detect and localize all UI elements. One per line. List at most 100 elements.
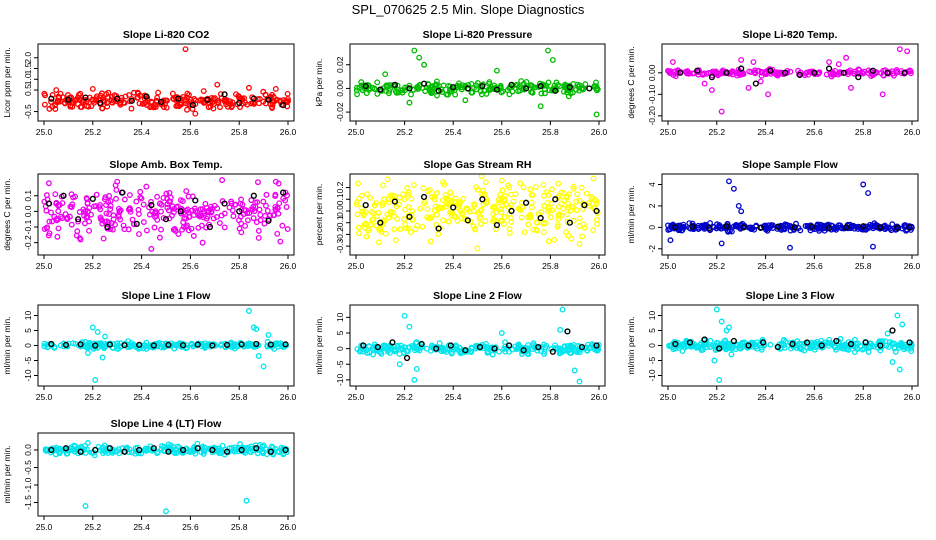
outlier-point bbox=[411, 47, 418, 54]
data-point bbox=[103, 210, 110, 217]
x-tick-label: 25.8 bbox=[231, 522, 248, 532]
data-point bbox=[588, 193, 595, 200]
data-point bbox=[400, 191, 407, 198]
average-points bbox=[360, 328, 600, 362]
data-point bbox=[463, 205, 470, 212]
data-point bbox=[184, 90, 191, 97]
data-point bbox=[867, 343, 874, 350]
data-point bbox=[802, 70, 809, 77]
data-point bbox=[375, 239, 382, 246]
data-point bbox=[140, 201, 147, 208]
data-point bbox=[477, 220, 484, 227]
outlier-point bbox=[559, 306, 566, 313]
data-point bbox=[244, 217, 251, 224]
average-point bbox=[60, 192, 67, 199]
outlier-point bbox=[718, 240, 725, 247]
average-point bbox=[192, 197, 199, 204]
average-point bbox=[45, 200, 52, 207]
x-tick-label: 25.2 bbox=[85, 522, 102, 532]
y-axis-label: percent per min. bbox=[314, 184, 324, 245]
average-point bbox=[450, 84, 457, 91]
data-point bbox=[482, 218, 489, 225]
data-point bbox=[43, 207, 50, 214]
data-point bbox=[593, 216, 600, 223]
data-point bbox=[416, 347, 423, 354]
data-point bbox=[54, 99, 61, 106]
outlier-point bbox=[728, 351, 735, 358]
data-point bbox=[353, 87, 360, 94]
y-axis-label: degrees C per min. bbox=[2, 178, 12, 250]
data-point bbox=[417, 205, 424, 212]
data-point bbox=[506, 91, 513, 98]
data-point bbox=[546, 207, 553, 214]
average-point bbox=[752, 80, 759, 87]
data-point bbox=[468, 80, 475, 87]
y-tick-label: -0.20 bbox=[647, 106, 657, 126]
data-point bbox=[107, 198, 114, 205]
data-point bbox=[754, 339, 760, 346]
data-point bbox=[216, 220, 223, 227]
data-point bbox=[561, 343, 568, 350]
data-point bbox=[163, 104, 170, 111]
average-point bbox=[77, 448, 84, 455]
panel-2: Slope Li-820 Pressure kPa per min. 25.0 25.… bbox=[314, 29, 608, 137]
data-point bbox=[135, 206, 142, 213]
data-point bbox=[201, 99, 207, 106]
average-point bbox=[209, 342, 216, 349]
average-point bbox=[774, 343, 781, 351]
data-point bbox=[781, 344, 788, 351]
data-point bbox=[215, 97, 222, 104]
average-point bbox=[238, 341, 245, 348]
data-point bbox=[473, 184, 480, 191]
data-point bbox=[499, 187, 506, 194]
data-point bbox=[573, 207, 580, 214]
x-tick-label: 25.0 bbox=[660, 261, 677, 271]
average-point bbox=[552, 87, 559, 94]
outlier-point bbox=[53, 87, 60, 93]
data-point bbox=[565, 93, 572, 100]
data-point bbox=[126, 192, 133, 198]
average-point bbox=[889, 327, 896, 334]
data-point bbox=[520, 184, 527, 191]
data-point bbox=[427, 215, 434, 222]
average-point bbox=[537, 214, 544, 222]
outlier-point bbox=[498, 177, 505, 184]
data-point bbox=[560, 197, 567, 204]
data-point bbox=[185, 227, 192, 234]
panel-title: Slope Line 1 Flow bbox=[122, 290, 212, 302]
data-point bbox=[835, 71, 842, 78]
data-point bbox=[55, 225, 62, 232]
outlier-point bbox=[738, 208, 745, 215]
data-point bbox=[200, 88, 207, 94]
average-point bbox=[65, 96, 72, 103]
average-point bbox=[825, 65, 833, 72]
data-point bbox=[734, 341, 741, 348]
data-point bbox=[157, 200, 164, 207]
average-point bbox=[406, 213, 413, 220]
data-point bbox=[189, 106, 196, 112]
outlier-point bbox=[669, 59, 676, 66]
outlier-point bbox=[255, 234, 262, 241]
x-tick-label: 25.0 bbox=[36, 522, 53, 532]
data-point bbox=[404, 185, 411, 191]
average-point bbox=[462, 347, 469, 354]
average-point bbox=[803, 339, 811, 346]
y-tick-label: 0.0 bbox=[23, 444, 33, 456]
data-point bbox=[723, 343, 730, 350]
outlier-point bbox=[896, 46, 903, 53]
series-points bbox=[665, 46, 914, 115]
average-point bbox=[165, 448, 172, 455]
data-point bbox=[467, 218, 474, 225]
data-point bbox=[391, 226, 398, 233]
outlier-point bbox=[899, 321, 906, 328]
average-point bbox=[265, 217, 272, 224]
data-point bbox=[489, 204, 496, 211]
data-point bbox=[498, 209, 505, 216]
data-point bbox=[832, 67, 838, 74]
data-point bbox=[865, 349, 872, 355]
data-point bbox=[255, 179, 261, 186]
data-point bbox=[732, 223, 739, 230]
data-point bbox=[207, 103, 214, 110]
data-point bbox=[709, 68, 716, 75]
data-point bbox=[366, 343, 372, 349]
